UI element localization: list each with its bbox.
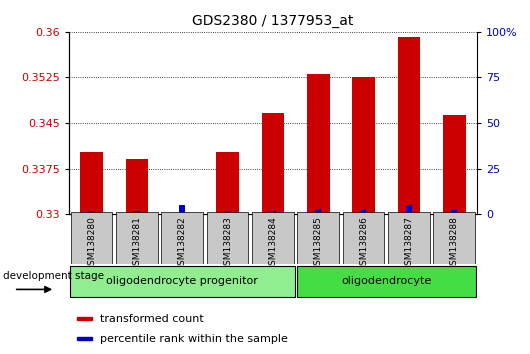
Bar bbox=[297, 212, 339, 264]
Text: GSM138287: GSM138287 bbox=[404, 217, 413, 272]
Bar bbox=[406, 205, 412, 214]
Bar bbox=[352, 78, 375, 214]
Text: GSM138282: GSM138282 bbox=[178, 217, 187, 271]
Bar bbox=[70, 212, 112, 264]
Bar bbox=[361, 209, 366, 214]
Bar bbox=[452, 209, 457, 214]
Text: development stage: development stage bbox=[4, 272, 104, 281]
Bar bbox=[80, 152, 103, 214]
Text: GSM138280: GSM138280 bbox=[87, 217, 96, 272]
Bar bbox=[116, 212, 158, 264]
Bar bbox=[70, 266, 295, 297]
Bar bbox=[77, 337, 92, 340]
Bar bbox=[434, 212, 475, 264]
Text: GSM138286: GSM138286 bbox=[359, 217, 368, 272]
Bar bbox=[162, 212, 203, 264]
Text: oligodendrocyte: oligodendrocyte bbox=[341, 276, 431, 286]
Text: GSM138285: GSM138285 bbox=[314, 217, 323, 272]
Text: oligodendrocyte progenitor: oligodendrocyte progenitor bbox=[107, 276, 258, 286]
Bar bbox=[398, 37, 420, 214]
Bar bbox=[134, 211, 140, 214]
Bar bbox=[225, 211, 231, 214]
Bar bbox=[388, 212, 430, 264]
Text: GSM138283: GSM138283 bbox=[223, 217, 232, 272]
Bar bbox=[315, 209, 321, 214]
Bar bbox=[89, 211, 94, 214]
Bar bbox=[216, 152, 239, 214]
Text: GSM138288: GSM138288 bbox=[450, 217, 459, 272]
Text: GSM138281: GSM138281 bbox=[132, 217, 142, 272]
Bar bbox=[296, 266, 476, 297]
Title: GDS2380 / 1377953_at: GDS2380 / 1377953_at bbox=[192, 14, 354, 28]
Bar bbox=[77, 318, 92, 320]
Bar bbox=[307, 74, 330, 214]
Bar bbox=[343, 212, 384, 264]
Text: percentile rank within the sample: percentile rank within the sample bbox=[100, 333, 288, 344]
Bar bbox=[180, 205, 185, 214]
Bar bbox=[262, 113, 284, 214]
Bar bbox=[126, 159, 148, 214]
Bar bbox=[270, 211, 276, 214]
Bar bbox=[443, 115, 466, 214]
Text: GSM138284: GSM138284 bbox=[269, 217, 277, 271]
Bar bbox=[252, 212, 294, 264]
Text: transformed count: transformed count bbox=[100, 314, 204, 324]
Bar bbox=[207, 212, 249, 264]
